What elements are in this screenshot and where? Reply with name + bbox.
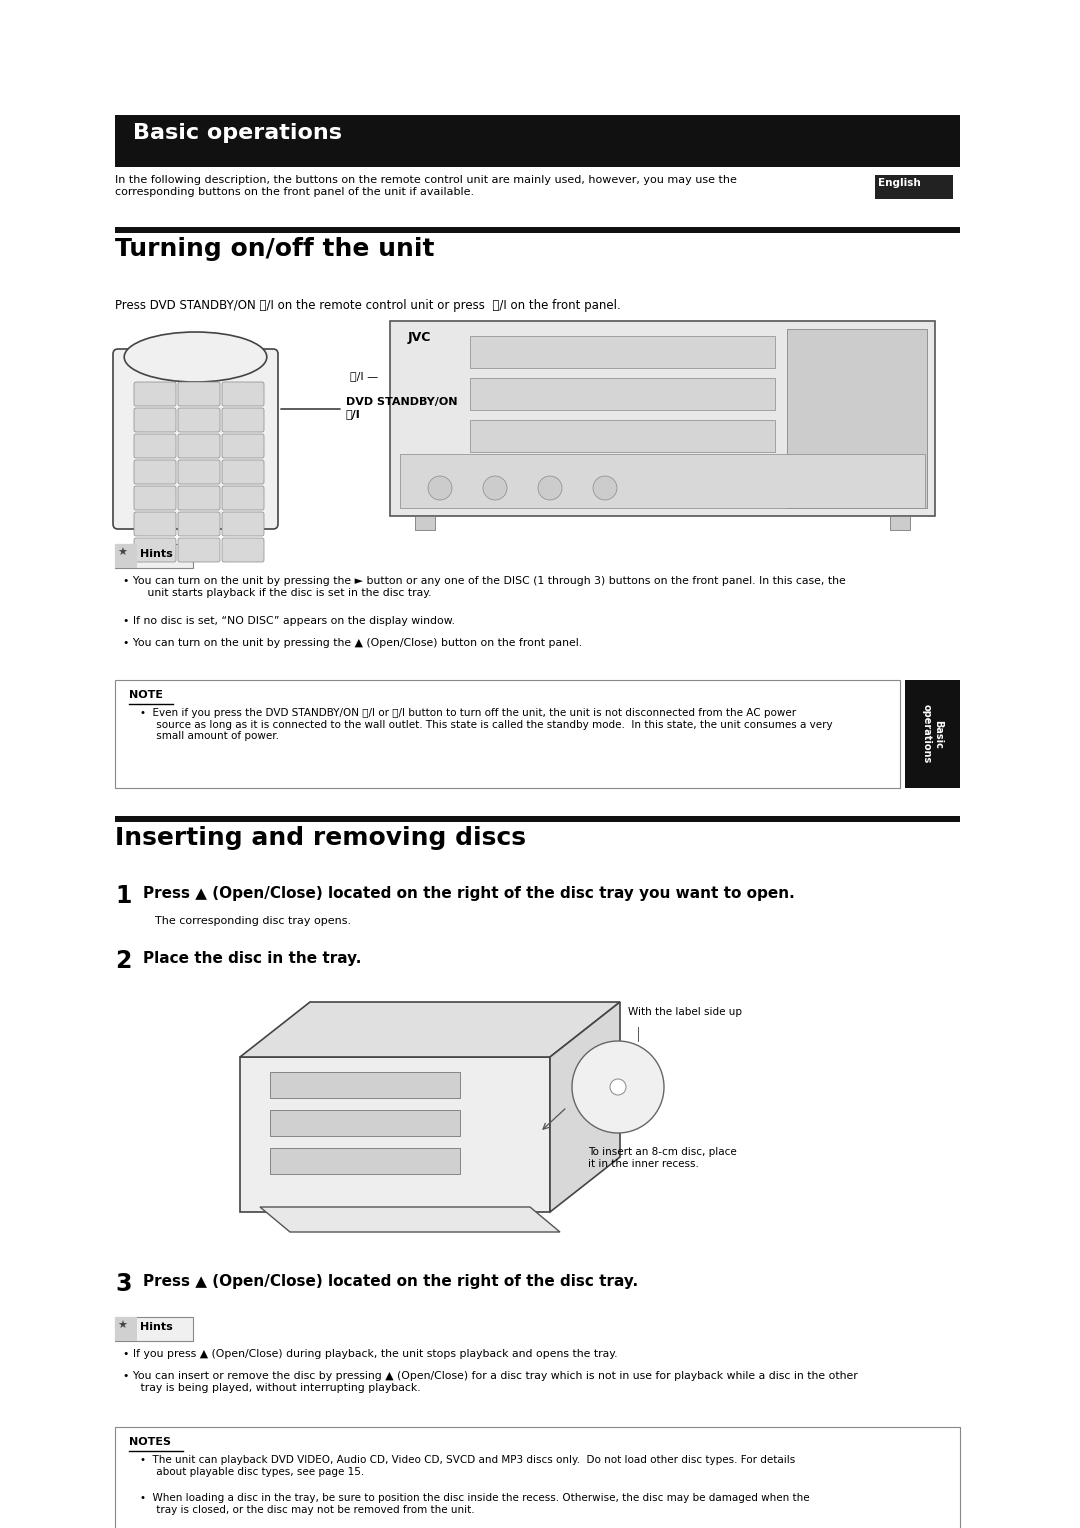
FancyBboxPatch shape (178, 460, 220, 484)
Text: JVC: JVC (408, 332, 431, 344)
Text: Hints: Hints (140, 1322, 173, 1332)
Bar (270, 1148, 460, 1174)
Text: 2: 2 (114, 949, 132, 973)
Bar (905, 680, 960, 788)
Bar (415, 516, 435, 530)
Bar (270, 1073, 460, 1099)
FancyBboxPatch shape (178, 486, 220, 510)
FancyBboxPatch shape (222, 512, 264, 536)
Text: • You can insert or remove the disc by pressing ▲ (Open/Close) for a disc tray w: • You can insert or remove the disc by p… (123, 1371, 858, 1392)
Text: •  When loading a disc in the tray, be sure to position the disc inside the rece: • When loading a disc in the tray, be su… (140, 1493, 810, 1514)
Text: Place the disc in the tray.: Place the disc in the tray. (143, 950, 362, 966)
Circle shape (572, 1041, 664, 1132)
Text: 3: 3 (114, 1271, 132, 1296)
Text: ★: ★ (117, 549, 127, 558)
Text: ★: ★ (117, 1322, 127, 1331)
Text: • If you press ▲ (Open/Close) during playback, the unit stops playback and opens: • If you press ▲ (Open/Close) during pla… (123, 1349, 618, 1358)
Circle shape (610, 1079, 626, 1096)
Bar (390, 321, 935, 516)
Bar (114, 1317, 137, 1342)
Text: • You can turn on the unit by pressing the ► button or any one of the DISC (1 th: • You can turn on the unit by pressing t… (123, 576, 846, 597)
Bar (470, 377, 775, 410)
Text: NOTE: NOTE (129, 691, 163, 700)
Text: With the label side up: With the label side up (627, 1007, 742, 1018)
Text: To insert an 8-cm disc, place
it in the inner recess.: To insert an 8-cm disc, place it in the … (588, 1148, 737, 1169)
Text: The corresponding disc tray opens.: The corresponding disc tray opens. (156, 915, 351, 926)
Text: Basic
operations: Basic operations (921, 704, 943, 764)
FancyBboxPatch shape (178, 512, 220, 536)
Polygon shape (260, 1207, 561, 1232)
Circle shape (538, 477, 562, 500)
Text: •  Even if you press the DVD STANDBY/ON ⏻/I or ⏻/I button to turn off the unit, : • Even if you press the DVD STANDBY/ON ⏻… (140, 707, 833, 741)
Text: Turning on/off the unit: Turning on/off the unit (114, 237, 434, 261)
Bar (400, 454, 924, 507)
Text: Basic operations: Basic operations (133, 122, 342, 144)
Bar (270, 1109, 460, 1135)
FancyBboxPatch shape (134, 538, 176, 562)
Bar (114, 1317, 193, 1342)
Bar (787, 329, 927, 507)
Bar (470, 420, 775, 452)
Bar (114, 544, 137, 568)
FancyBboxPatch shape (222, 434, 264, 458)
Text: NOTES: NOTES (129, 1436, 171, 1447)
Text: Press DVD STANDBY/ON ⏻/I on the remote control unit or press  ⏻/I on the front p: Press DVD STANDBY/ON ⏻/I on the remote c… (114, 299, 621, 312)
Text: ⏻/I —: ⏻/I — (350, 371, 378, 380)
Bar (114, 115, 960, 167)
Text: DVD STANDBY/ON
⏻/I: DVD STANDBY/ON ⏻/I (346, 397, 458, 419)
Circle shape (483, 477, 507, 500)
Text: 1: 1 (114, 885, 132, 908)
Bar (890, 516, 910, 530)
Bar (470, 336, 775, 368)
Text: Inserting and removing discs: Inserting and removing discs (114, 827, 526, 850)
FancyBboxPatch shape (178, 434, 220, 458)
FancyBboxPatch shape (134, 408, 176, 432)
Text: •  The unit can playback DVD VIDEO, Audio CD, Video CD, SVCD and MP3 discs only.: • The unit can playback DVD VIDEO, Audio… (140, 1455, 795, 1476)
Circle shape (593, 477, 617, 500)
Bar (114, 816, 960, 822)
FancyBboxPatch shape (222, 408, 264, 432)
Text: Press ▲ (Open/Close) located on the right of the disc tray.: Press ▲ (Open/Close) located on the righ… (143, 1274, 638, 1290)
Text: Press ▲ (Open/Close) located on the right of the disc tray you want to open.: Press ▲ (Open/Close) located on the righ… (143, 886, 795, 902)
FancyBboxPatch shape (178, 408, 220, 432)
Bar (114, 544, 193, 568)
Bar (114, 680, 900, 788)
FancyBboxPatch shape (134, 382, 176, 406)
FancyBboxPatch shape (178, 382, 220, 406)
FancyBboxPatch shape (134, 434, 176, 458)
Text: • If no disc is set, “NO DISC” appears on the display window.: • If no disc is set, “NO DISC” appears o… (123, 616, 455, 626)
Polygon shape (550, 1002, 620, 1212)
Text: Hints: Hints (140, 549, 173, 559)
FancyBboxPatch shape (134, 512, 176, 536)
FancyBboxPatch shape (222, 382, 264, 406)
FancyBboxPatch shape (178, 538, 220, 562)
Polygon shape (240, 1057, 550, 1212)
FancyBboxPatch shape (222, 486, 264, 510)
Bar (875, 176, 953, 199)
Text: In the following description, the buttons on the remote control unit are mainly : In the following description, the button… (114, 176, 737, 197)
Bar (114, 1427, 960, 1528)
FancyBboxPatch shape (222, 460, 264, 484)
FancyBboxPatch shape (113, 348, 278, 529)
Text: • You can turn on the unit by pressing the ▲ (Open/Close) button on the front pa: • You can turn on the unit by pressing t… (123, 639, 582, 648)
Polygon shape (240, 1002, 620, 1057)
Circle shape (428, 477, 453, 500)
Text: English: English (878, 177, 921, 188)
Bar (114, 228, 960, 232)
FancyBboxPatch shape (222, 538, 264, 562)
FancyBboxPatch shape (134, 460, 176, 484)
FancyBboxPatch shape (134, 486, 176, 510)
Ellipse shape (124, 332, 267, 382)
